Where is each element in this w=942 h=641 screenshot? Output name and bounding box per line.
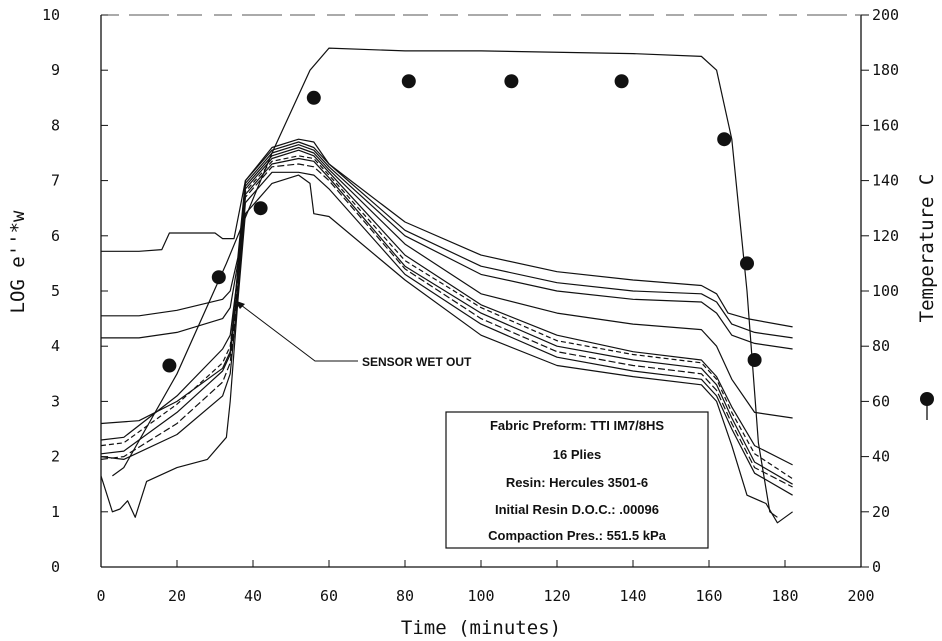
- annotation-arrowhead: [234, 300, 245, 309]
- annotation-sensor-wet-out: SENSOR WET OUT: [362, 355, 472, 369]
- y-left-tick-label: 7: [51, 172, 60, 190]
- temperature-marker: [211, 270, 226, 285]
- y-left-tick-label: 5: [51, 282, 60, 300]
- x-tick-label: 140: [619, 587, 646, 605]
- x-tick-label: 200: [847, 587, 874, 605]
- sensor-series-line-3: [101, 144, 793, 350]
- x-tick-label: 120: [543, 587, 570, 605]
- y-left-tick-label: 0: [51, 558, 60, 576]
- x-tick-label: 160: [695, 587, 722, 605]
- temperature-marker: [740, 256, 754, 271]
- y-right-axis-title: Temperature C: [916, 174, 938, 323]
- sensor-series-line-9: [100, 171, 793, 496]
- info-box-line-2: 16 Plies: [553, 447, 601, 462]
- sensor-series-line-5: [100, 149, 793, 466]
- y-right-tick-label: 80: [872, 337, 890, 355]
- x-tick-label: 60: [320, 587, 338, 605]
- x-tick-label: 80: [396, 587, 414, 605]
- x-tick-label: 40: [244, 587, 262, 605]
- info-box-line-5: Compaction Pres.: 551.5 kPa: [488, 528, 667, 543]
- temperature-marker: [747, 353, 762, 367]
- y-left-tick-label: 6: [51, 227, 60, 245]
- x-axis-title: Time (minutes): [401, 617, 561, 639]
- y-left-tick-label: 10: [42, 6, 60, 24]
- temperature-legend-marker: [920, 392, 934, 406]
- annotation-leader: [236, 301, 358, 362]
- y-left-tick-label: 1: [51, 503, 60, 521]
- y-left-axis-title: LOG e''*w: [7, 210, 29, 314]
- y-right-tick-label: 0: [872, 558, 881, 576]
- sensor-series-line-1: [101, 138, 793, 328]
- y-right-tick-label: 20: [872, 503, 890, 521]
- x-tick-label: 180: [771, 587, 798, 605]
- sensor-series-line-2: [101, 141, 793, 339]
- sensor-series-line-7: [100, 157, 793, 485]
- info-box-line-1: Fabric Preform: TTI IM7/8HS: [490, 418, 664, 433]
- temperature-marker: [614, 74, 629, 89]
- temperature-marker: [504, 74, 519, 89]
- x-tick-label: 0: [96, 587, 105, 605]
- info-box-line-3: Resin: Hercules 3501-6: [506, 475, 648, 490]
- temperature-marker: [401, 74, 416, 89]
- temperature-line: [112, 47, 778, 518]
- y-left-tick-label: 3: [51, 392, 60, 410]
- info-box-line-4: Initial Resin D.O.C.: .00096: [495, 502, 659, 517]
- temperature-marker: [253, 201, 268, 216]
- sensor-series-line-6: [100, 155, 793, 480]
- y-right-tick-label: 160: [872, 116, 899, 134]
- y-right-tick-label: 120: [872, 227, 899, 245]
- y-right-tick-label: 40: [872, 448, 890, 466]
- info-box: [445, 411, 709, 549]
- temperature-marker: [306, 90, 321, 105]
- sensor-series-line-4: [100, 146, 793, 425]
- y-right-tick-label: 140: [872, 172, 899, 190]
- y-right-tick-label: 100: [872, 282, 899, 300]
- sensor-series-line-10: [100, 174, 793, 524]
- y-left-tick-label: 4: [51, 337, 60, 355]
- y-right-tick-label: 200: [872, 6, 899, 24]
- x-tick-label: 100: [467, 587, 494, 605]
- y-left-tick-label: 2: [51, 448, 60, 466]
- y-left-tick-label: 9: [51, 61, 60, 79]
- sensor-series-line-8: [100, 163, 793, 488]
- temperature-marker: [717, 132, 732, 147]
- y-right-tick-label: 180: [872, 61, 899, 79]
- y-left-tick-label: 8: [51, 116, 60, 134]
- y-right-tick-label: 60: [872, 392, 890, 410]
- x-tick-label: 20: [168, 587, 186, 605]
- temperature-marker: [162, 358, 177, 373]
